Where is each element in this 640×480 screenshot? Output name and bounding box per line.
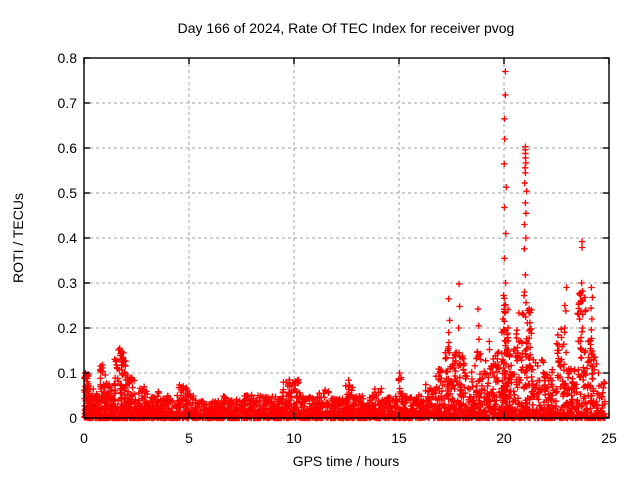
y-axis-tick-labels: 0 0.1 0.2 0.3 0.4 0.5 0.6 0.7 0.8 — [58, 50, 78, 426]
y-tick-label: 0.1 — [58, 365, 78, 381]
x-tick-label: 5 — [185, 430, 193, 446]
x-axis-tick-labels: 0 5 10 15 20 25 — [80, 430, 617, 446]
axis-ticks — [83, 57, 610, 419]
y-axis-label: ROTI / TECUs — [10, 193, 26, 283]
y-tick-label: 0.7 — [58, 95, 78, 111]
x-tick-label: 15 — [391, 430, 407, 446]
y-tick-label: 0.6 — [58, 140, 78, 156]
y-tick-label: 0.3 — [58, 275, 78, 291]
x-tick-label: 10 — [286, 430, 302, 446]
x-tick-label: 25 — [601, 430, 617, 446]
y-tick-label: 0.4 — [58, 230, 78, 246]
x-axis-label: GPS time / hours — [293, 453, 400, 469]
x-tick-label: 20 — [496, 430, 512, 446]
y-tick-label: 0.5 — [58, 185, 78, 201]
chart-title: Day 166 of 2024, Rate Of TEC Index for r… — [178, 20, 515, 36]
data-points — [81, 68, 608, 422]
y-tick-label: 0 — [69, 410, 77, 426]
y-tick-label: 0.2 — [58, 320, 78, 336]
x-tick-label: 0 — [80, 430, 88, 446]
y-tick-label: 0.8 — [58, 50, 78, 66]
